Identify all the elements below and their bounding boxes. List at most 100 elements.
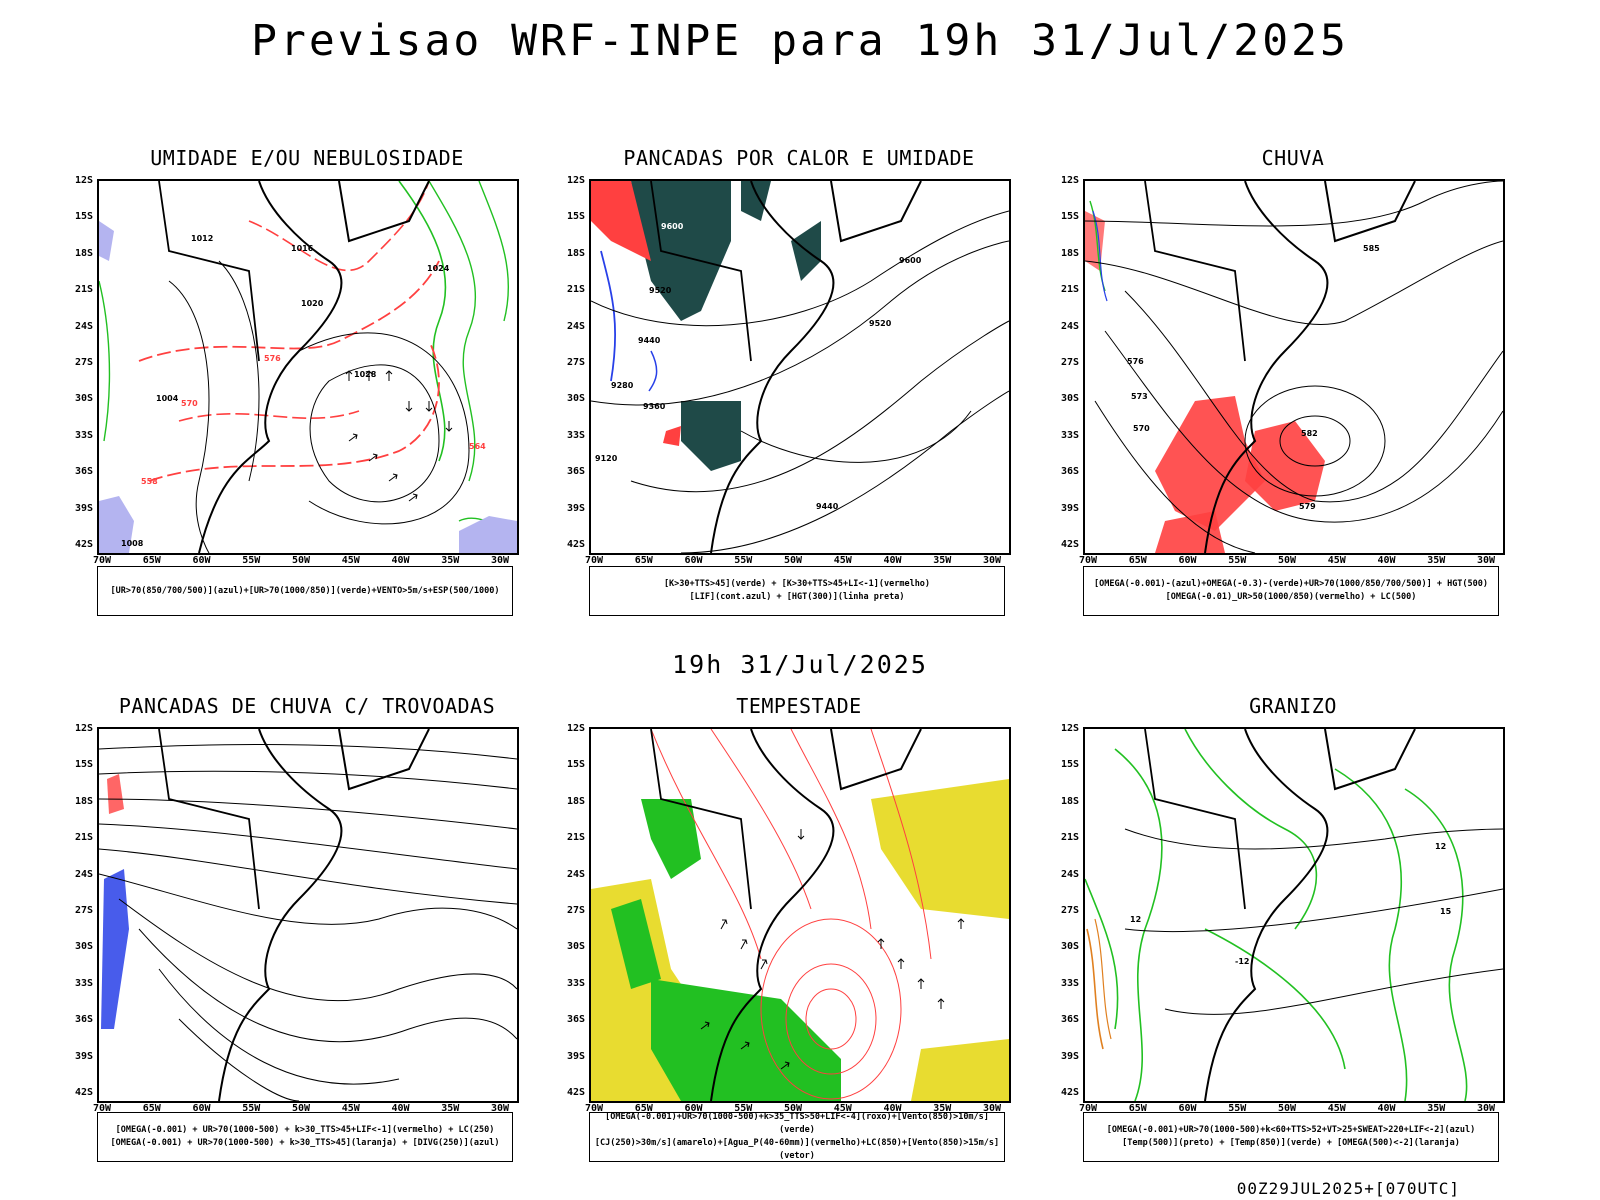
latitude-tick: 42S	[74, 1087, 93, 1098]
legend-line: [K>30+TTS>45](verde) + [K>30+TTS>45+LI<-…	[663, 579, 931, 589]
longitude-tick: 60W	[1178, 555, 1197, 566]
map-pancadas-calor[interactable]: 9600 9600 9520 9520 9440 9440 9360 9280 …	[589, 179, 1011, 555]
height-label: 9600	[661, 222, 684, 231]
map-umidade[interactable]: 1012 1016 1020 1024 1028 1008 1004 570 5…	[97, 179, 519, 555]
latitude-tick: 36S	[74, 466, 93, 478]
latitude-tick: 15S	[74, 211, 93, 223]
latitude-tick: 30S	[74, 393, 93, 405]
latitude-tick: 33S	[74, 977, 93, 989]
panel-title: CHUVA	[1261, 146, 1325, 170]
latitude-tick: 36S	[566, 466, 585, 478]
longitude-tick: 65W	[142, 555, 161, 566]
map-svg: 12 12 15 -12	[1085, 729, 1503, 1101]
longitude-tick: 30W	[491, 555, 510, 566]
longitude-tick: 65W	[142, 1103, 161, 1114]
legend-line: [UR>70(850/700/500)](azul)+[UR>70(1000/8…	[110, 585, 500, 596]
latitude-tick: 36S	[74, 1014, 93, 1026]
map-granizo[interactable]: 12 12 15 -12	[1083, 727, 1505, 1103]
latitude-tick: 18S	[566, 795, 585, 807]
height-label: 579	[1299, 502, 1316, 511]
panel-tempestade: TEMPESTADE	[567, 694, 1011, 1174]
isobar-label: 1008	[121, 539, 144, 548]
legend-line: [OMEGA(-0.001) + UR>70(1000-500) + k>30_…	[115, 1125, 495, 1135]
longitude-tick: 55W	[242, 555, 261, 566]
longitude-tick: 30W	[1477, 1103, 1496, 1114]
longitude-tick: 45W	[833, 1103, 852, 1114]
latitude-tick: 39S	[1060, 1050, 1079, 1062]
longitude-tick: 35W	[1427, 1103, 1446, 1114]
height-label: 9440	[816, 502, 839, 511]
latitude-tick: 27S	[1060, 357, 1079, 368]
latitude-tick: 12S	[74, 723, 93, 734]
latitude-tick: 12S	[1060, 175, 1079, 186]
latitude-tick: 24S	[74, 868, 93, 880]
map-tempestade[interactable]	[589, 727, 1011, 1103]
longitude-tick: 40W	[1377, 1103, 1396, 1114]
latitude-tick: 30S	[566, 941, 585, 953]
latitude-tick: 39S	[566, 1050, 585, 1062]
latitude-tick: 42S	[566, 1087, 585, 1098]
latitude-tick: 18S	[566, 247, 585, 259]
legend: [OMEGA(-0.001)+UR>70(1000-500)+k<60+TTS>…	[1083, 1112, 1499, 1162]
latitude-tick: 33S	[74, 429, 93, 441]
height-label: 576	[1127, 357, 1144, 366]
thickness-label: 558	[141, 477, 158, 486]
latitude-tick: 15S	[74, 759, 93, 771]
isobar-label: 1028	[354, 370, 377, 379]
legend: [UR>70(850/700/500)](azul)+[UR>70(1000/8…	[97, 566, 513, 616]
latitude-tick: 12S	[1060, 723, 1079, 734]
latitude-tick: 15S	[1060, 759, 1079, 771]
thickness-label: 576	[264, 354, 281, 363]
panel-title: GRANIZO	[1249, 694, 1337, 718]
panel-title: TEMPESTADE	[736, 694, 862, 718]
longitude-tick: 70W	[93, 1103, 112, 1114]
main-title: Previsao WRF-INPE para 19h 31/Jul/2025	[251, 16, 1349, 66]
temp-label: 12	[1435, 842, 1446, 851]
longitude-tick: 60W	[192, 555, 211, 566]
legend-line: [OMEGA(-0.001)-(azul)+OMEGA(-0.3)-(verde…	[1093, 579, 1489, 589]
footer-timestamp: 00Z29JUL2025+[070UTC]	[1236, 1179, 1460, 1198]
latitude-axis: 12S 15S 18S 21S 24S 27S 30S 33S 36S 39S 42S	[63, 175, 93, 551]
latitude-tick: 15S	[1060, 211, 1079, 223]
longitude-tick: 35W	[441, 1103, 460, 1114]
map-chuva[interactable]: 585 582 579 576 573 570	[1083, 179, 1505, 555]
longitude-tick: 55W	[242, 1103, 261, 1114]
longitude-tick: 35W	[441, 555, 460, 566]
map-svg: 9600 9600 9520 9520 9440 9440 9360 9280 …	[591, 181, 1009, 553]
longitude-tick: 50W	[784, 1103, 803, 1114]
map-pancadas-trovoadas[interactable]	[97, 727, 519, 1103]
isobar-label: 1012	[191, 234, 213, 243]
longitude-tick: 65W	[634, 555, 653, 566]
temp-label: -12	[1235, 957, 1249, 966]
longitude-tick: 50W	[292, 555, 311, 566]
height-label: 573	[1131, 392, 1148, 401]
map-svg: 585 582 579 576 573 570	[1085, 181, 1503, 553]
longitude-tick: 60W	[684, 1103, 703, 1114]
panel-umidade: UMIDADE E/OU NEBULOSIDADE	[75, 146, 519, 626]
latitude-tick: 33S	[566, 977, 585, 989]
height-label: 9120	[595, 454, 618, 463]
latitude-tick: 24S	[74, 320, 93, 332]
longitude-tick: 40W	[883, 555, 902, 566]
legend: [OMEGA(-0.001)-(azul)+OMEGA(-0.3)-(verde…	[1083, 566, 1499, 616]
latitude-axis: 12S 15S 18S 21S 24S 27S 30S 33S 36S 39S 42S	[1049, 723, 1079, 1099]
longitude-tick: 60W	[192, 1103, 211, 1114]
latitude-tick: 24S	[1060, 868, 1079, 880]
panel-chuva: CHUVA 585 582 579 576 573	[1061, 146, 1505, 626]
longitude-tick: 45W	[341, 1103, 360, 1114]
longitude-tick: 40W	[883, 1103, 902, 1114]
latitude-tick: 30S	[1060, 393, 1079, 405]
longitude-tick: 55W	[734, 555, 753, 566]
latitude-tick: 42S	[74, 539, 93, 550]
latitude-tick: 27S	[74, 357, 93, 368]
latitude-tick: 33S	[1060, 977, 1079, 989]
isobar-label: 1020	[301, 299, 324, 308]
latitude-tick: 30S	[74, 941, 93, 953]
height-label: 9280	[611, 381, 634, 390]
longitude-tick: 50W	[784, 555, 803, 566]
panel-title: PANCADAS DE CHUVA C/ TROVOADAS	[118, 694, 496, 718]
legend-line: [OMEGA(-0.001) + UR>70(1000-500) + k>30_…	[110, 1138, 500, 1148]
latitude-tick: 18S	[1060, 247, 1079, 259]
height-label: 9360	[643, 402, 666, 411]
longitude-tick: 50W	[292, 1103, 311, 1114]
